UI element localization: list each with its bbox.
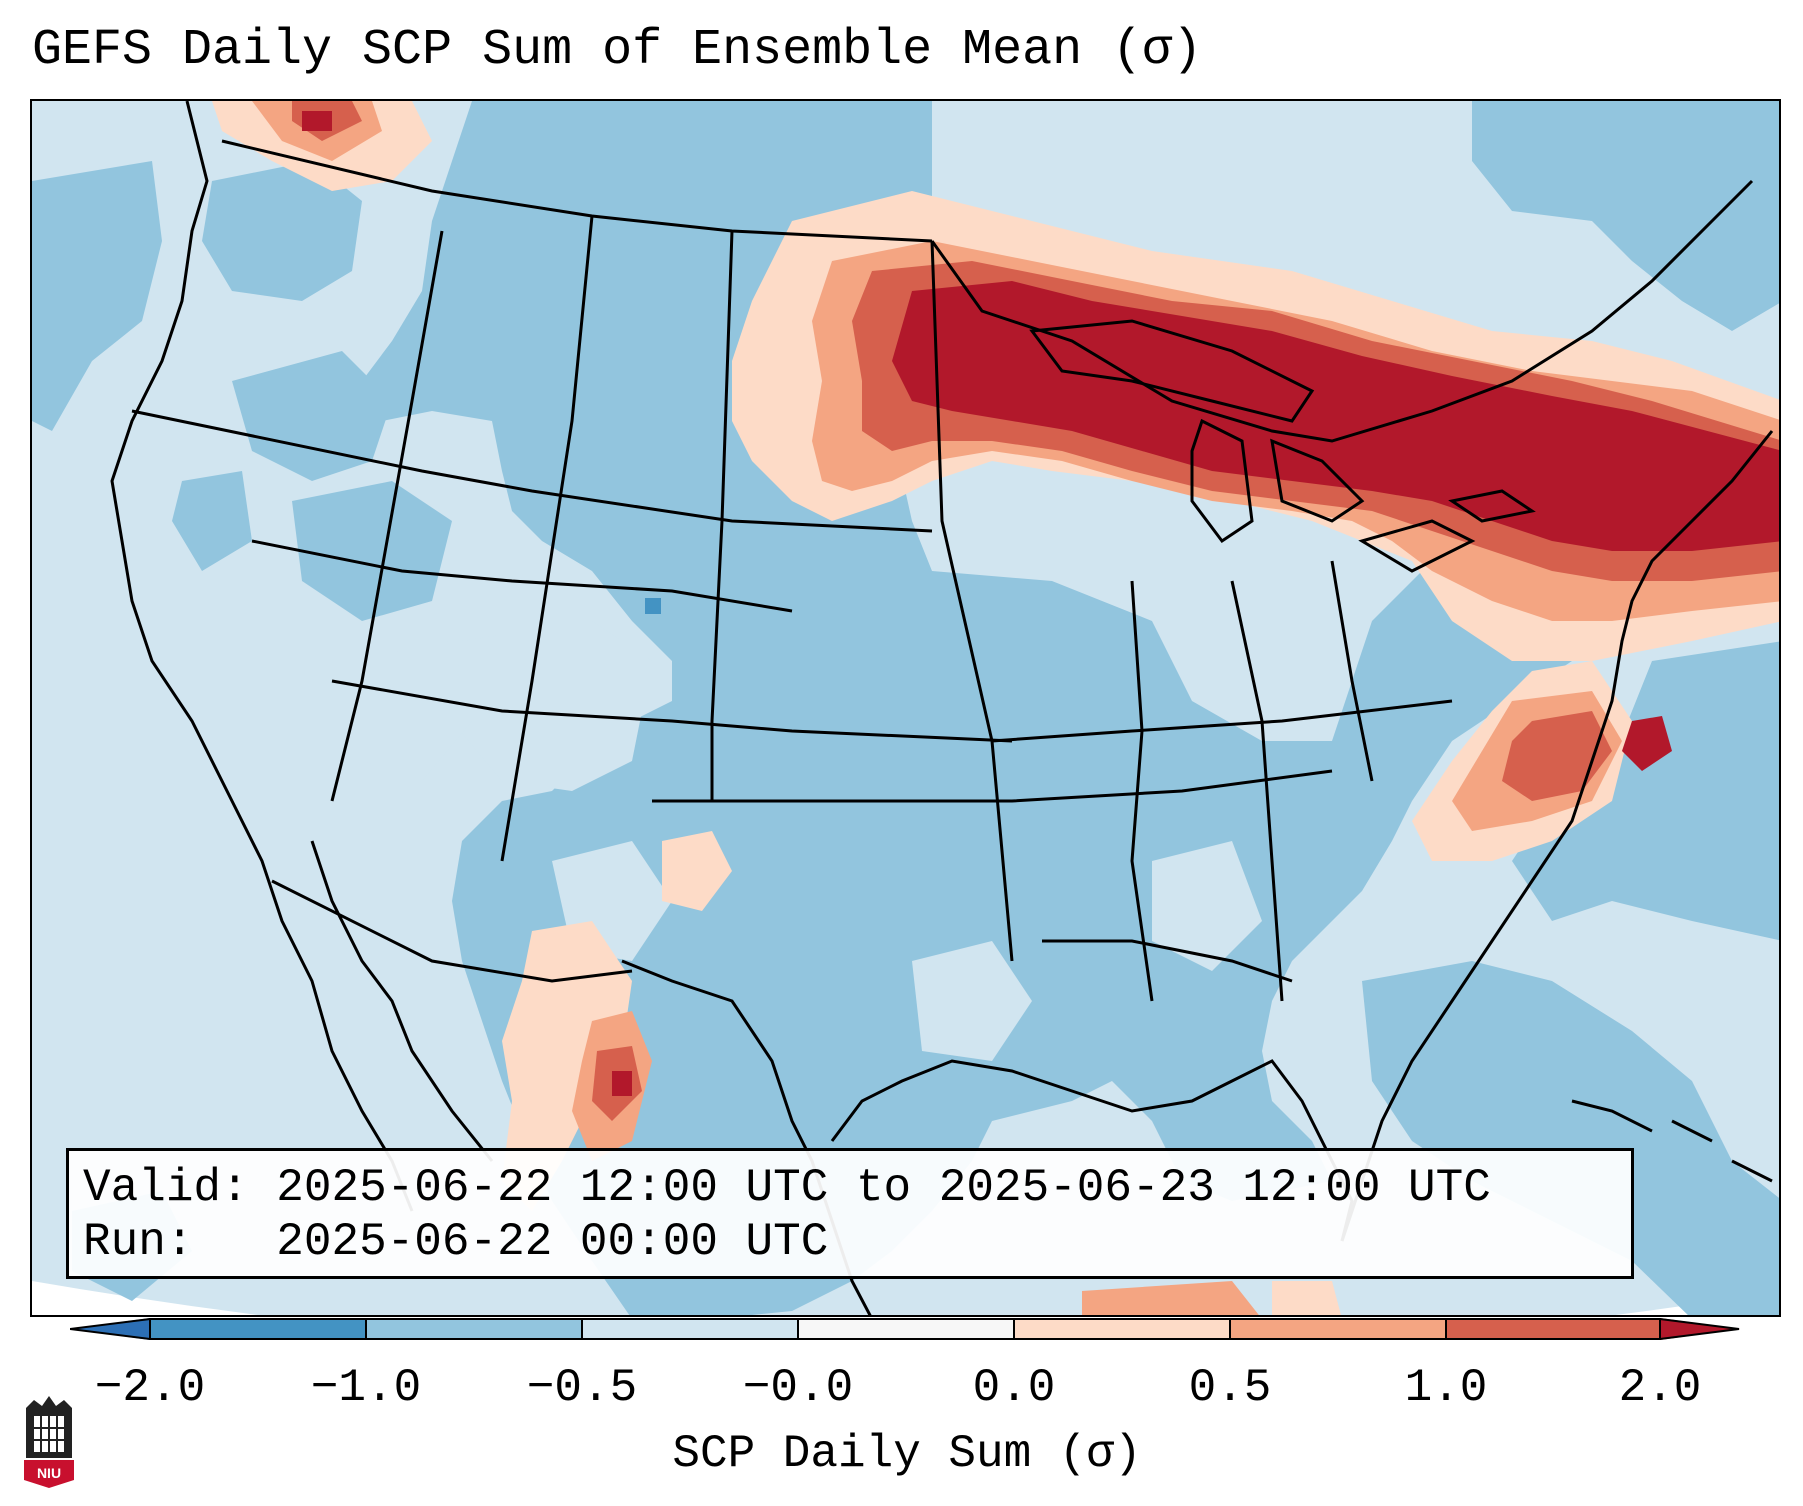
colorbar-tick-label: 1.0: [1404, 1362, 1488, 1414]
colorbar-tick-label: −1.0: [310, 1362, 422, 1414]
map-title: GEFS Daily SCP Sum of Ensemble Mean (σ): [32, 22, 1203, 79]
boundaries: [110, 101, 1774, 1315]
colorbar-bin-1: [150, 1318, 366, 1340]
niu-logo-text: NIU: [37, 1465, 61, 1481]
valid-run-info: Valid: 2025-06-22 12:00 UTC to 2025-06-2…: [66, 1148, 1634, 1279]
colorbar-bin-4: [798, 1318, 1014, 1340]
colorbar-tick-label: 0.0: [972, 1362, 1056, 1414]
colorbar-bin-7: [1446, 1318, 1660, 1340]
run-label: Run:: [83, 1216, 194, 1268]
strong-negative-cell: [645, 598, 661, 614]
niu-logo: NIU: [24, 1396, 74, 1488]
negative-anomaly-regions: [32, 101, 1779, 1315]
run-value: 2025-06-22 00:00 UTC: [276, 1216, 829, 1268]
valid-label: Valid:: [83, 1162, 249, 1214]
colorbar-extend-min: [70, 1318, 150, 1340]
colorbar-tick-label: −0.5: [526, 1362, 638, 1414]
colorbar: [70, 1318, 1740, 1340]
scp-map: [32, 101, 1779, 1315]
colorbar-tick-label: −2.0: [94, 1362, 206, 1414]
colorbar-bin-6: [1230, 1318, 1446, 1340]
caribbean-islands: [1571, 1099, 1773, 1183]
colorbar-label: SCP Daily Sum (σ): [672, 1428, 1142, 1480]
colorbar-tick-label: −0.0: [742, 1362, 854, 1414]
valid-line: Valid: 2025-06-22 12:00 UTC to 2025-06-2…: [83, 1161, 1617, 1215]
run-line: Run: 2025-06-22 00:00 UTC: [83, 1215, 1617, 1269]
weak-anomaly-patches: [352, 621, 1262, 1061]
colorbar-bin-2: [366, 1318, 582, 1340]
map-edge: [32, 1281, 1779, 1315]
colorbar-tick-label: 2.0: [1618, 1362, 1702, 1414]
colorbar-extend-max: [1660, 1318, 1740, 1340]
colorbar-tick-label: 0.5: [1188, 1362, 1272, 1414]
colorbar-bin-5: [1014, 1318, 1230, 1340]
colorbar-ticks: [149, 1318, 1661, 1340]
colorbar-bin-3: [582, 1318, 798, 1340]
map-panel: [30, 99, 1781, 1317]
valid-value: 2025-06-22 12:00 UTC to 2025-06-23 12:00…: [276, 1162, 1491, 1214]
